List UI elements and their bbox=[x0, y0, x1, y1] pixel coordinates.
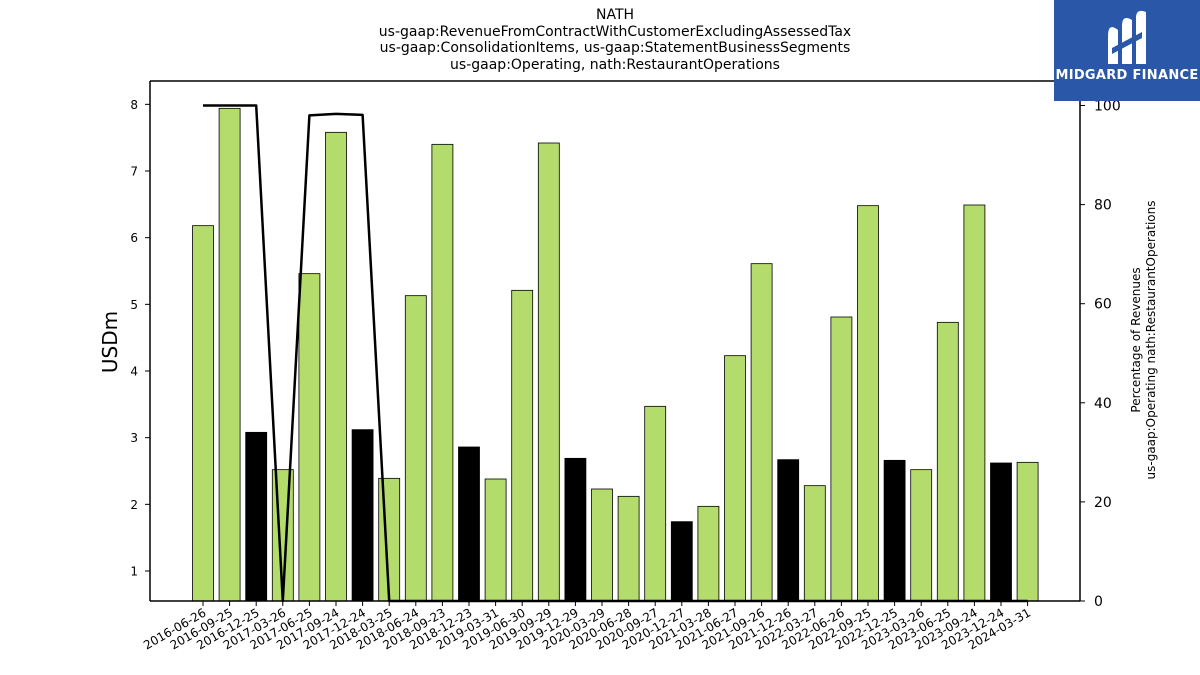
y-tick-label: 5 bbox=[130, 298, 138, 312]
y2-axis-label-line2: us-gaap:Operating nath:RestaurantOperati… bbox=[1144, 200, 1158, 480]
bar bbox=[325, 131, 347, 602]
bar bbox=[431, 143, 454, 602]
y-tick-label: 1 bbox=[130, 565, 138, 579]
chart-subtitle-1: us-gaap:RevenueFromContractWithCustomerE… bbox=[378, 24, 852, 40]
y-tick-label: 3 bbox=[130, 431, 138, 445]
bar bbox=[910, 469, 933, 602]
bar bbox=[777, 459, 800, 602]
bar bbox=[218, 107, 241, 602]
bar bbox=[644, 405, 667, 602]
y2-tick-label: 80 bbox=[1094, 198, 1112, 214]
y2-axis-label-line1: Percentage of Revenues bbox=[1129, 267, 1143, 413]
bar bbox=[936, 321, 959, 602]
y2-tick-label: 60 bbox=[1094, 297, 1112, 313]
bar bbox=[298, 273, 321, 602]
midgard-finance-logo: MIDGARD FINANCE bbox=[1054, 0, 1200, 101]
bar bbox=[404, 295, 427, 602]
y-axis-label: USDm bbox=[98, 310, 122, 374]
y-tick-label: 6 bbox=[130, 231, 138, 245]
bar bbox=[697, 505, 720, 602]
bar bbox=[990, 462, 1012, 602]
bar bbox=[537, 142, 560, 602]
y2-tick-label: 0 bbox=[1094, 594, 1103, 610]
bar bbox=[484, 478, 507, 602]
bar bbox=[750, 263, 773, 602]
y-tick-label: 2 bbox=[130, 498, 138, 512]
bar bbox=[617, 495, 640, 602]
y-tick-label: 7 bbox=[130, 165, 138, 179]
y2-tick-label: 100 bbox=[1094, 99, 1121, 115]
bar bbox=[803, 485, 826, 602]
logo-text: MIDGARD FINANCE bbox=[1055, 68, 1199, 83]
bar bbox=[591, 488, 613, 602]
chart-subtitle-3: us-gaap:Operating, nath:RestaurantOperat… bbox=[450, 57, 780, 73]
bar bbox=[351, 429, 374, 602]
chart-title: NATH bbox=[595, 7, 635, 23]
bar bbox=[245, 431, 268, 602]
y-tick-label: 8 bbox=[130, 98, 138, 112]
bar bbox=[458, 446, 480, 602]
bar bbox=[564, 457, 587, 602]
bar bbox=[670, 521, 693, 602]
bar bbox=[192, 225, 214, 602]
y-tick-label: 4 bbox=[130, 365, 138, 379]
bar bbox=[511, 289, 534, 602]
bar bbox=[830, 316, 853, 602]
y2-tick-label: 40 bbox=[1094, 396, 1112, 412]
y2-tick-label: 20 bbox=[1094, 495, 1112, 511]
bar bbox=[724, 355, 746, 602]
chart-subtitle-2: us-gaap:ConsolidationItems, us-gaap:Stat… bbox=[379, 40, 851, 56]
bar bbox=[1016, 461, 1039, 602]
logo-icon bbox=[1108, 10, 1146, 64]
bar bbox=[883, 459, 906, 602]
y2-axis-label: Percentage of Revenues us-gaap:Operating… bbox=[1129, 201, 1159, 480]
bar bbox=[857, 205, 879, 602]
bar bbox=[963, 204, 986, 602]
